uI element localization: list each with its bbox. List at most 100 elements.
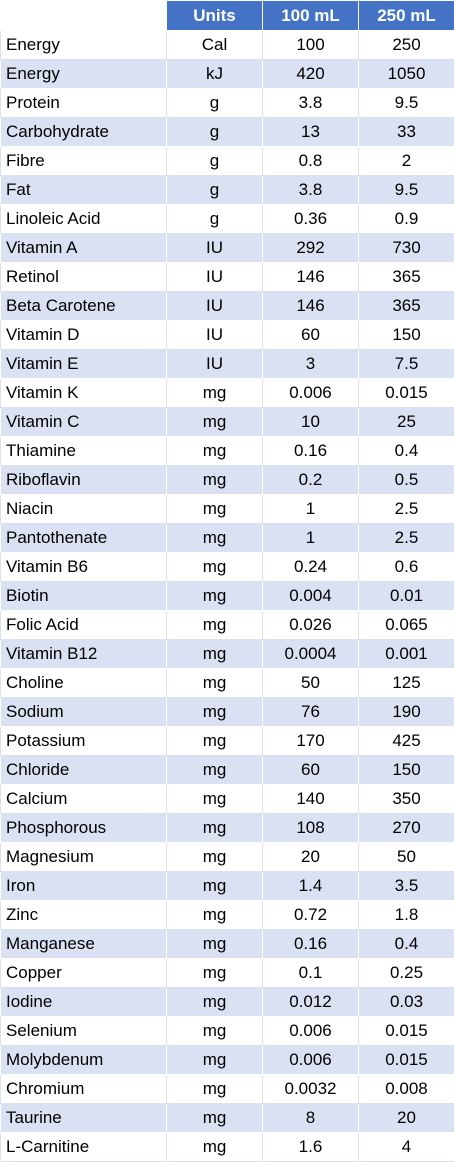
value-250ml: 150 — [359, 756, 454, 785]
value-250ml: 0.008 — [359, 1075, 454, 1104]
value-250ml: 2.5 — [359, 524, 454, 553]
value-250ml: 33 — [359, 118, 454, 147]
unit-cell: mg — [167, 466, 263, 495]
value-250ml: 50 — [359, 843, 454, 872]
value-100ml: 0.004 — [263, 582, 359, 611]
value-100ml: 140 — [263, 785, 359, 814]
unit-cell: g — [167, 176, 263, 205]
value-250ml: 25 — [359, 408, 454, 437]
value-250ml: 150 — [359, 321, 454, 350]
unit-cell: mg — [167, 988, 263, 1017]
value-250ml: 0.25 — [359, 959, 454, 988]
table-header: Units 100 mL 250 mL — [1, 1, 454, 31]
unit-cell: mg — [167, 1046, 263, 1075]
nutrient-name: Energy — [1, 31, 167, 60]
nutrient-name: Chloride — [1, 756, 167, 785]
nutrient-name: Biotin — [1, 582, 167, 611]
value-250ml: 365 — [359, 292, 454, 321]
value-250ml: 0.015 — [359, 379, 454, 408]
unit-cell: mg — [167, 524, 263, 553]
nutrient-name: Chromium — [1, 1075, 167, 1104]
value-100ml: 0.16 — [263, 437, 359, 466]
nutrient-name: Thiamine — [1, 437, 167, 466]
nutrient-name: Fibre — [1, 147, 167, 176]
nutrient-name: Manganese — [1, 930, 167, 959]
nutrient-name: Iodine — [1, 988, 167, 1017]
value-250ml: 190 — [359, 698, 454, 727]
unit-cell: Cal — [167, 31, 263, 60]
unit-cell: IU — [167, 234, 263, 263]
header-nutrient-cell — [1, 1, 167, 31]
value-250ml: 0.015 — [359, 1017, 454, 1046]
value-100ml: 108 — [263, 814, 359, 843]
value-250ml: 7.5 — [359, 350, 454, 379]
unit-cell: mg — [167, 727, 263, 756]
value-100ml: 146 — [263, 263, 359, 292]
nutrient-name: Zinc — [1, 901, 167, 930]
unit-cell: mg — [167, 901, 263, 930]
value-250ml: 0.5 — [359, 466, 454, 495]
value-100ml: 13 — [263, 118, 359, 147]
unit-cell: mg — [167, 698, 263, 727]
nutrient-name: L-Carnitine — [1, 1133, 167, 1162]
unit-cell: mg — [167, 959, 263, 988]
unit-cell: mg — [167, 756, 263, 785]
value-250ml: 270 — [359, 814, 454, 843]
value-250ml: 9.5 — [359, 89, 454, 118]
unit-cell: mg — [167, 1104, 263, 1133]
unit-cell: g — [167, 118, 263, 147]
unit-cell: mg — [167, 640, 263, 669]
value-250ml: 0.4 — [359, 930, 454, 959]
value-250ml: 425 — [359, 727, 454, 756]
value-100ml: 0.0004 — [263, 640, 359, 669]
value-100ml: 0.006 — [263, 1017, 359, 1046]
value-100ml: 10 — [263, 408, 359, 437]
value-100ml: 0.006 — [263, 379, 359, 408]
unit-cell: mg — [167, 669, 263, 698]
nutrient-name: Choline — [1, 669, 167, 698]
nutrient-name: Vitamin B12 — [1, 640, 167, 669]
header-units: Units — [167, 1, 263, 31]
value-100ml: 1.4 — [263, 872, 359, 901]
unit-cell: g — [167, 205, 263, 234]
value-250ml: 250 — [359, 31, 454, 60]
nutrient-name: Phosphorous — [1, 814, 167, 843]
value-100ml: 1 — [263, 524, 359, 553]
value-100ml: 0.36 — [263, 205, 359, 234]
value-250ml: 350 — [359, 785, 454, 814]
value-100ml: 3 — [263, 350, 359, 379]
unit-cell: IU — [167, 292, 263, 321]
unit-cell: mg — [167, 872, 263, 901]
nutrient-name: Vitamin K — [1, 379, 167, 408]
unit-cell: kJ — [167, 60, 263, 89]
value-250ml: 125 — [359, 669, 454, 698]
unit-cell: mg — [167, 408, 263, 437]
value-100ml: 100 — [263, 31, 359, 60]
value-250ml: 1050 — [359, 60, 454, 89]
unit-cell: IU — [167, 350, 263, 379]
unit-cell: mg — [167, 495, 263, 524]
